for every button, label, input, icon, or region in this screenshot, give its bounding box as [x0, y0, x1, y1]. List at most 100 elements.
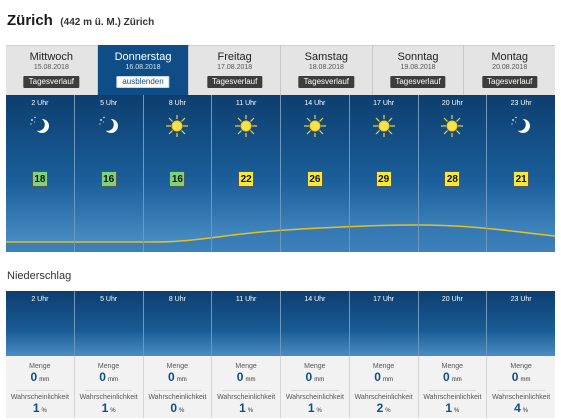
probability-number: 1 [307, 401, 315, 415]
rain-hour-columns: 2 Uhr 5 Uhr 8 Uhr 11 Uhr 14 Uhr 17 Uhr 20 Uhr 2… [6, 291, 555, 356]
probability-value: 1% [419, 402, 487, 418]
probability-unit: % [316, 408, 322, 414]
divider [497, 390, 545, 391]
amount-value: 0 mm [75, 371, 143, 387]
hour-column: 20 Uhr 28 [419, 95, 488, 252]
amount-unit: mm [176, 377, 187, 383]
tab-donnerstag[interactable]: Donnerstag 16.08.2018 ausblenden [97, 45, 190, 95]
hour-column: 14 Uhr 26 [281, 95, 350, 252]
temperature-badge: 21 [513, 171, 530, 187]
temperature-badge: 18 [31, 171, 48, 187]
tab-day: Mittwoch [29, 51, 74, 63]
hour-label: 2 Uhr [31, 296, 49, 303]
moon-stars-icon [508, 114, 534, 138]
amount-label: Menge [97, 363, 120, 370]
tab-date: 18.08.2018 [308, 64, 344, 71]
probability-unit: % [41, 408, 47, 414]
rain-hour-column: 17 Uhr [350, 291, 419, 356]
moon-stars-icon [27, 114, 53, 138]
tab-date: 15.08.2018 [33, 64, 69, 71]
precipitation-cell: Menge 0 mm Wahrscheinlichkeit 1% [212, 356, 281, 418]
tab-day: Donnerstag [114, 51, 172, 63]
amount-label: Menge [29, 363, 51, 370]
hour-label: 17 Uhr [373, 100, 395, 107]
probability-label: Wahrscheinlichkeit [148, 394, 207, 401]
probability-label: Wahrscheinlichkeit [217, 394, 276, 401]
tab-freitag[interactable]: Freitag 17.08.2018 Tagesverlauf [189, 45, 282, 95]
probability-unit: % [110, 408, 116, 414]
hour-column: 8 Uhr 16 [144, 95, 213, 252]
probability-number: 1 [445, 401, 453, 415]
amount-value: 0 mm [144, 371, 212, 387]
probability-label: Wahrscheinlichkeit [79, 394, 138, 401]
tab-date: 19.08.2018 [400, 64, 436, 71]
rain-hour-column: 11 Uhr [212, 291, 281, 356]
tagesverlauf-button[interactable]: Tagesverlauf [482, 76, 538, 88]
tab-day: Montag [491, 51, 529, 63]
rain-hour-column: 5 Uhr [75, 291, 144, 356]
hour-label: 2 Uhr [31, 100, 49, 107]
tab-samstag[interactable]: Samstag 18.08.2018 Tagesverlauf [281, 45, 373, 95]
amount-value: 0 mm [419, 371, 487, 387]
probability-value: 0% [144, 402, 212, 418]
temperature-badge: 22 [238, 171, 255, 187]
probability-value: 1% [75, 402, 143, 418]
hour-label: 14 Uhr [304, 296, 326, 303]
temperature-badge: 16 [100, 171, 117, 187]
temperature-badge: 28 [444, 171, 461, 187]
precipitation-cell: Menge 0 mm Wahrscheinlichkeit 1% [281, 356, 350, 418]
ausblenden-button[interactable]: ausblenden [116, 76, 170, 88]
rain-hour-column: 20 Uhr [419, 291, 488, 356]
amount-unit: mm [39, 377, 50, 383]
probability-unit: % [179, 408, 185, 414]
probability-value: 1% [212, 402, 280, 418]
hour-label: 17 Uhr [373, 296, 395, 303]
probability-label: Wahrscheinlichkeit [354, 394, 413, 401]
hour-label: 14 Uhr [304, 100, 326, 107]
sun-icon [371, 114, 397, 138]
tab-montag[interactable]: Montag 20.08.2018 Tagesverlauf [464, 45, 556, 95]
tagesverlauf-button[interactable]: Tagesverlauf [390, 76, 446, 88]
rain-hour-column: 14 Uhr [281, 291, 350, 356]
hour-column: 11 Uhr 22 [212, 95, 281, 252]
moon-stars-icon [96, 114, 122, 138]
location-subtitle: (442 m ü. M.) Zürich [60, 17, 155, 28]
amount-unit: mm [314, 377, 325, 383]
tagesverlauf-button[interactable]: Tagesverlauf [23, 76, 80, 88]
precipitation-info-row: Menge 0 mm Wahrscheinlichkeit 1% Menge 0 mm Wahr… [6, 356, 555, 418]
amount-number: 0 [443, 370, 450, 384]
tagesverlauf-button[interactable]: Tagesverlauf [298, 76, 355, 88]
sun-icon [164, 114, 190, 138]
tagesverlauf-button[interactable]: Tagesverlauf [206, 76, 263, 88]
probability-label: Wahrscheinlichkeit [10, 394, 69, 401]
amount-value: 0 mm [6, 371, 74, 387]
divider [428, 390, 477, 391]
tab-date: 17.08.2018 [217, 64, 253, 71]
probability-value: 4% [487, 402, 555, 418]
precipitation-cell: Menge 0 mm Wahrscheinlichkeit 0% [144, 356, 213, 418]
precipitation-cell: Menge 0 mm Wahrscheinlichkeit 4% [487, 356, 555, 418]
hour-label: 8 Uhr [168, 296, 186, 303]
rain-hour-column: 23 Uhr [487, 291, 555, 356]
amount-unit: mm [245, 377, 256, 383]
precipitation-cell: Menge 0 mm Wahrscheinlichkeit 1% [419, 356, 488, 418]
hour-label: 20 Uhr [441, 296, 463, 303]
divider [16, 390, 64, 391]
probability-unit: % [385, 408, 391, 414]
amount-number: 0 [99, 370, 106, 384]
divider [153, 390, 202, 391]
probability-value: 2% [350, 402, 418, 418]
probability-value: 1% [281, 402, 349, 418]
amount-label: Menge [372, 363, 395, 370]
hour-column: 5 Uhr 16 [75, 95, 144, 252]
probability-number: 4 [514, 401, 521, 415]
hour-label: 11 Uhr [235, 100, 257, 107]
hour-label: 23 Uhr [510, 296, 532, 303]
temperature-badge: 29 [375, 171, 392, 187]
tab-sonntag[interactable]: Sonntag 19.08.2018 Tagesverlauf [372, 45, 465, 95]
amount-label: Menge [510, 363, 532, 370]
amount-value: 0 mm [487, 371, 555, 387]
tab-mittwoch[interactable]: Mittwoch 15.08.2018 Tagesverlauf [6, 45, 98, 95]
hour-label: 20 Uhr [441, 100, 463, 107]
tab-day: Samstag [304, 51, 349, 63]
